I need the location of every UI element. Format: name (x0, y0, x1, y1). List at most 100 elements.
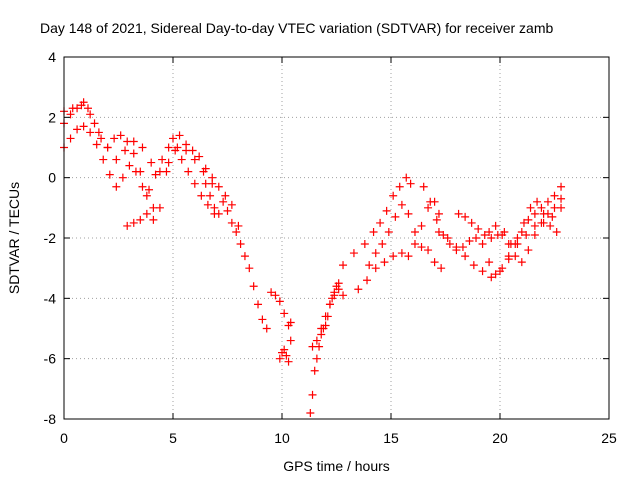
x-tick-label: 5 (169, 430, 177, 446)
data-point (511, 252, 520, 261)
data-point (116, 131, 125, 140)
data-point (197, 191, 206, 200)
data-point (142, 209, 151, 218)
data-point (550, 203, 559, 212)
data-point (112, 182, 121, 191)
data-point (286, 336, 295, 345)
data-point (308, 342, 317, 351)
series-track-l (365, 200, 446, 273)
data-point (349, 249, 358, 258)
data-point (262, 324, 271, 333)
data-point (378, 240, 387, 249)
data-point (214, 209, 223, 218)
data-point (354, 285, 363, 294)
data-point (404, 252, 413, 261)
data-point (371, 249, 380, 258)
data-point (280, 309, 289, 318)
series-track-k (354, 197, 443, 294)
series-track-h (306, 279, 343, 417)
data-point (360, 240, 369, 249)
data-point (308, 390, 317, 399)
data-point (382, 206, 391, 215)
data-point (312, 354, 321, 363)
data-point (92, 140, 101, 149)
data-point (203, 200, 212, 209)
data-point (467, 218, 476, 227)
data-point (284, 357, 293, 366)
data-point (149, 215, 158, 224)
data-point (169, 134, 177, 143)
data-point (121, 146, 130, 155)
data-point (363, 276, 372, 285)
data-point (543, 197, 552, 206)
data-point (182, 146, 191, 155)
data-point (306, 408, 315, 417)
data-point (550, 191, 559, 200)
data-point (155, 167, 164, 176)
data-point (221, 191, 230, 200)
data-point (86, 128, 95, 137)
data-point (131, 167, 140, 176)
data-point (68, 104, 77, 113)
data-point (66, 110, 75, 119)
data-point (325, 300, 334, 309)
data-point (73, 125, 82, 134)
chart-title: Day 148 of 2021, Sidereal Day-to-day VTE… (40, 20, 554, 36)
data-point (164, 158, 173, 167)
data-point (519, 218, 528, 227)
data-point (537, 218, 546, 227)
data-point (376, 218, 385, 227)
data-point (445, 240, 454, 249)
data-point (334, 285, 343, 294)
data-point (543, 209, 552, 218)
data-point (452, 243, 461, 252)
data-point (97, 134, 106, 143)
data-point (138, 143, 147, 152)
y-tick-label: -6 (44, 351, 57, 367)
data-point (86, 110, 95, 119)
data-point (236, 240, 245, 249)
data-point (164, 143, 173, 152)
data-point (498, 230, 507, 239)
data-point (389, 252, 398, 261)
x-tick-label: 0 (60, 430, 68, 446)
axis-ticks: 0 5 10 15 20 25 -8 -6 -4 -2 0 2 4 (44, 49, 617, 446)
data-point (391, 212, 400, 221)
data-point (480, 230, 489, 239)
data-point (397, 249, 406, 258)
data-point (526, 203, 535, 212)
series-track-f (271, 291, 295, 330)
data-point (83, 104, 92, 113)
grid-lines (64, 57, 609, 419)
data-point (190, 179, 199, 188)
x-tick-label: 20 (492, 430, 508, 446)
data-point (424, 246, 433, 255)
series-track-j (339, 173, 415, 270)
series-track-c (60, 101, 217, 188)
data-point (118, 173, 127, 182)
data-point (417, 221, 426, 230)
data-point (410, 227, 419, 236)
data-point (397, 200, 406, 209)
data-point (129, 137, 138, 146)
data-point (517, 227, 526, 236)
data-point (530, 221, 539, 230)
data-point (552, 227, 561, 236)
data-point (530, 230, 539, 239)
data-point (485, 258, 494, 267)
data-point (491, 270, 500, 279)
data-point (402, 173, 411, 182)
data-point (424, 203, 433, 212)
data-point (254, 300, 263, 309)
data-point (214, 182, 223, 191)
data-point (219, 197, 228, 206)
data-point (195, 152, 204, 161)
data-point (151, 170, 160, 179)
data-point (524, 246, 533, 255)
data-point (173, 143, 182, 152)
data-point (245, 264, 254, 273)
data-point (454, 209, 463, 218)
data-point (365, 261, 374, 270)
data-point (90, 119, 99, 128)
